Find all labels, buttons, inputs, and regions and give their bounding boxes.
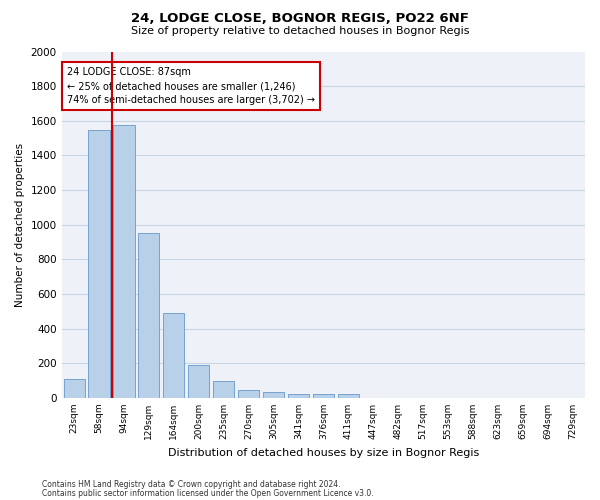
Bar	[113, 125, 134, 398]
Bar	[263, 392, 284, 398]
Bar	[88, 130, 110, 398]
Text: 24 LODGE CLOSE: 87sqm
← 25% of detached houses are smaller (1,246)
74% of semi-d: 24 LODGE CLOSE: 87sqm ← 25% of detached …	[67, 67, 315, 105]
Text: Contains HM Land Registry data © Crown copyright and database right 2024.: Contains HM Land Registry data © Crown c…	[42, 480, 341, 489]
Bar	[188, 365, 209, 398]
Text: 24, LODGE CLOSE, BOGNOR REGIS, PO22 6NF: 24, LODGE CLOSE, BOGNOR REGIS, PO22 6NF	[131, 12, 469, 26]
Bar	[163, 313, 184, 398]
Bar	[338, 394, 359, 398]
Y-axis label: Number of detached properties: Number of detached properties	[15, 142, 25, 307]
Bar	[213, 380, 234, 398]
Bar	[288, 394, 309, 398]
X-axis label: Distribution of detached houses by size in Bognor Regis: Distribution of detached houses by size …	[168, 448, 479, 458]
Bar	[313, 394, 334, 398]
Bar	[238, 390, 259, 398]
Text: Contains public sector information licensed under the Open Government Licence v3: Contains public sector information licen…	[42, 489, 374, 498]
Bar	[138, 234, 160, 398]
Text: Size of property relative to detached houses in Bognor Regis: Size of property relative to detached ho…	[131, 26, 469, 36]
Bar	[64, 379, 85, 398]
